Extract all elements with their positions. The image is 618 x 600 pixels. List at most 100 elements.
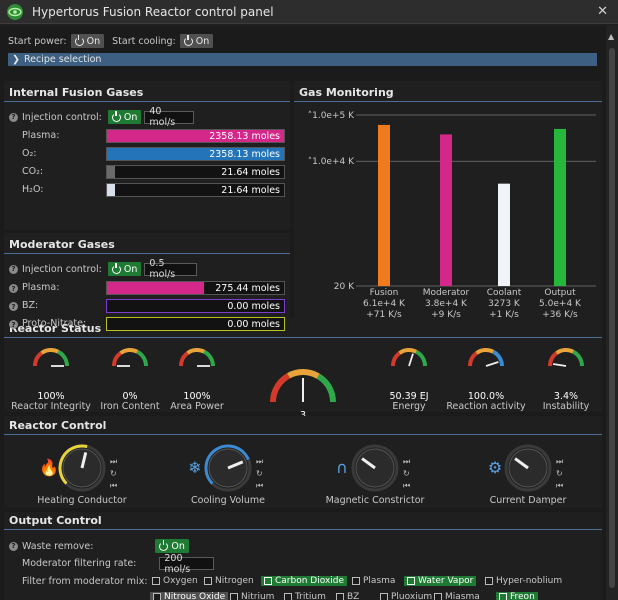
bar-name-label: Moderator	[423, 288, 470, 298]
scrollbar-thumb[interactable]	[609, 48, 615, 588]
knob[interactable]	[355, 448, 395, 488]
reset-icon[interactable]: ↻	[556, 469, 563, 478]
filter-gas-checkbox[interactable]: Miasma	[434, 592, 480, 600]
knob-label: Cooling Volume	[191, 495, 265, 506]
help-icon[interactable]: ?	[9, 320, 18, 329]
knob[interactable]	[62, 448, 102, 488]
fusion-injection-label: Injection control:	[22, 111, 102, 123]
bar-name-label: Coolant	[487, 288, 522, 298]
knob[interactable]	[508, 448, 548, 488]
power-icon	[74, 34, 84, 46]
moderator-injection-button[interactable]: On	[107, 262, 142, 276]
bar-name-label: Output	[544, 288, 576, 298]
scroll-up-icon[interactable]: ▲	[608, 32, 615, 41]
checkbox-icon	[204, 577, 212, 585]
filter-gas-checkbox[interactable]: Water Vapor	[404, 576, 477, 586]
max-icon[interactable]: ⏭	[556, 457, 563, 466]
filter-gas-checkbox[interactable]: Plasma	[352, 576, 395, 586]
help-icon[interactable]: ?	[9, 302, 18, 311]
min-icon[interactable]: ⏮	[256, 481, 263, 490]
filter-rate-input[interactable]: 200 mol/s	[159, 553, 215, 575]
min-icon[interactable]: ⏮	[110, 481, 117, 490]
fusion-gauge-segment	[316, 373, 336, 403]
filter-gas-checkbox[interactable]: Oxygen	[152, 576, 198, 586]
reactor-control-title: Reactor Control	[9, 419, 107, 432]
moderator-gases-title: Moderator Gases	[9, 238, 115, 251]
fusion-gas-value: 21.64 moles	[221, 184, 280, 196]
gauge-value: 3.4%	[554, 391, 578, 402]
power-icon	[111, 110, 121, 122]
waste-remove-button[interactable]: On	[155, 539, 189, 553]
min-icon[interactable]: ⏮	[403, 481, 410, 490]
filter-gas-label: Nitrogen	[215, 576, 254, 586]
knob-level-arc	[204, 444, 250, 485]
reset-icon[interactable]: ↻	[256, 469, 263, 478]
filter-gas-checkbox[interactable]: Freon	[496, 592, 538, 600]
filter-gas-label: Oxygen	[163, 576, 198, 586]
main-content: Start power: On Start cooling: On ❯ Reci…	[0, 26, 606, 600]
max-icon[interactable]: ⏭	[110, 457, 117, 466]
max-icon[interactable]: ⏭	[403, 457, 410, 466]
checkbox-icon	[407, 577, 415, 585]
fusion-injection-button[interactable]: On	[107, 110, 142, 124]
max-icon[interactable]: ⏭	[256, 457, 263, 466]
help-icon[interactable]: ?	[9, 112, 18, 122]
knob-label: Heating Conductor	[37, 495, 127, 506]
knob-indicator	[80, 452, 88, 469]
power-icon	[111, 262, 121, 274]
bar-rate-label: +36 K/s	[542, 310, 578, 320]
filter-gas-checkbox[interactable]: Carbon Dioxide	[261, 576, 348, 586]
filter-gas-checkbox[interactable]: BZ	[336, 592, 359, 600]
filter-gas-label: Freon	[510, 592, 535, 600]
help-icon[interactable]: ?	[9, 264, 18, 274]
gauge-value: 100.0%	[468, 391, 504, 402]
app-logo-icon	[7, 3, 23, 20]
gear-icon: ⚙	[488, 458, 502, 477]
recipe-selection-button[interactable]: ❯ Recipe selection	[8, 53, 597, 66]
filter-gas-checkbox[interactable]: Nitrogen	[204, 576, 254, 586]
start-power-state: On	[86, 35, 101, 47]
start-cooling-button[interactable]: On	[179, 34, 214, 48]
start-power-button[interactable]: On	[70, 34, 105, 48]
reset-icon[interactable]: ↻	[110, 469, 117, 478]
reset-icon[interactable]: ↻	[403, 469, 410, 478]
fusion-gas-bar: 21.64 moles	[106, 165, 285, 179]
gauge-segment	[57, 349, 69, 367]
filter-rate-label: Moderator filtering rate:	[22, 558, 137, 569]
reactor-control-knobs: 🔥 ⏭ ↻ ⏮ Heating Conductor ❄ ⏭ ↻ ⏮ Cooling Volume ∩…	[37, 444, 567, 506]
knob-indicator	[514, 457, 529, 470]
gauge-value: 100%	[183, 391, 210, 402]
gauge-label: Energy	[392, 401, 426, 412]
snowflake-icon: ❄	[188, 458, 201, 477]
fusion-gas-label: O₂:	[22, 148, 37, 159]
gauge-value: 100%	[37, 391, 64, 402]
filter-gas-checkbox[interactable]: Nitrous Oxide	[150, 592, 229, 600]
waste-remove-state: On	[171, 540, 185, 552]
filter-gas-label: Plasma	[363, 576, 396, 586]
filter-gas-checkbox[interactable]: Nitrium	[230, 592, 274, 600]
knob-indicator	[361, 457, 376, 470]
waste-remove-row: ? Waste remove: On	[9, 539, 189, 553]
filter-gas-checkbox[interactable]: Hyper-noblium	[485, 576, 562, 586]
y-tick-label: ˄1.0e+4 K	[308, 157, 355, 167]
gauge-label: Area Power	[170, 401, 224, 412]
filter-gas-checkbox[interactable]: Pluoxium	[380, 592, 432, 600]
bar-name-label: Fusion	[370, 288, 399, 298]
close-icon[interactable]: ✕	[597, 4, 608, 19]
help-icon[interactable]: ?	[9, 284, 18, 293]
help-icon[interactable]: ?	[9, 541, 18, 551]
gauge-needle	[553, 363, 567, 367]
reactor-status-title: Reactor Status	[9, 322, 102, 335]
start-cooling-label: Start cooling:	[112, 35, 176, 47]
moderator-injection-rate-input[interactable]: 0.5 mol/s	[144, 258, 198, 280]
min-icon[interactable]: ⏮	[556, 481, 563, 490]
bar-temp-label: 5.0e+4 K	[539, 299, 582, 309]
filter-gas-checkbox[interactable]: Tritium	[284, 592, 326, 600]
scrollbar[interactable]: ▲	[606, 26, 618, 600]
fusion-gas-fill	[107, 148, 284, 160]
fusion-injection-rate-input[interactable]: 40 mol/s	[144, 106, 195, 128]
fusion-injection-state: On	[123, 111, 138, 123]
knob-indicator	[227, 460, 244, 470]
fusion-gas-bar: 2358.13 moles	[106, 129, 285, 143]
fusion-gas-value: 2358.13 moles	[209, 148, 280, 160]
